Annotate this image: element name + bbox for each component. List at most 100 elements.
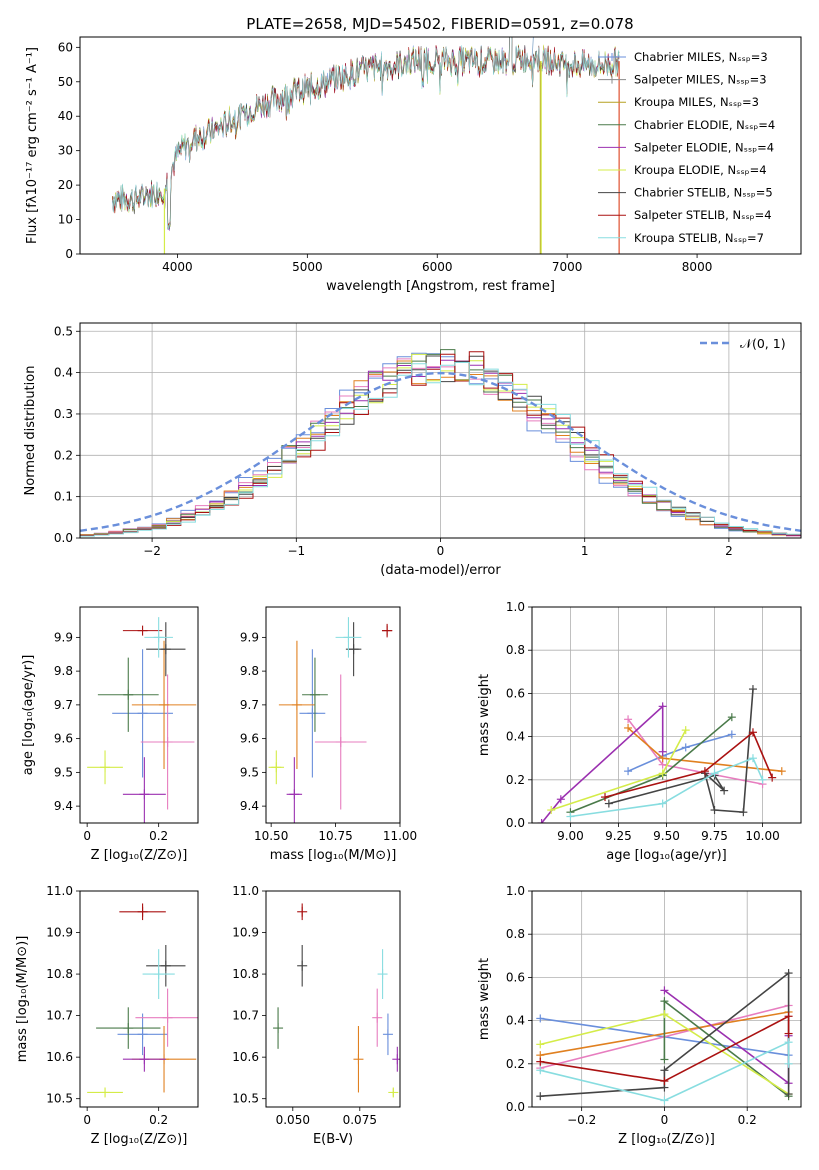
x-axis-label: mass [log₁₀(M/M⊙)] bbox=[270, 848, 397, 863]
x-axis-label: Z [log₁₀(Z/Z⊙)] bbox=[91, 848, 188, 863]
y-tick-label: 0.6 bbox=[506, 970, 525, 984]
x-tick-label: 9.00 bbox=[557, 829, 584, 843]
plot-area bbox=[537, 685, 786, 823]
x-axis-label: Z [log₁₀(Z/Z⊙)] bbox=[618, 1132, 715, 1147]
weight-line bbox=[604, 731, 773, 798]
x-tick-label: 6000 bbox=[422, 260, 453, 274]
x-tick-label: 4000 bbox=[162, 260, 193, 274]
weight-line bbox=[540, 1014, 790, 1082]
x-tick-label: −0.2 bbox=[567, 1113, 596, 1127]
legend-label: Salpeter MILES, Nₛₛₚ=3 bbox=[634, 73, 767, 87]
legend-label: Kroupa ELODIE, Nₛₛₚ=4 bbox=[634, 163, 767, 177]
normal-reference-curve bbox=[80, 371, 801, 532]
y-tick-label: 9.8 bbox=[54, 664, 73, 678]
y-tick-label: 11.0 bbox=[46, 884, 73, 898]
x-tick-label: 9.50 bbox=[653, 829, 680, 843]
legend-label: Kroupa STELIB, Nₛₛₚ=7 bbox=[634, 231, 764, 245]
plot-area bbox=[80, 323, 801, 538]
y-tick-label: 0.2 bbox=[506, 1057, 525, 1071]
residuals-panel: −2 −1 0 1 2 0.0 0.1 0.2 0.3 0.4 0.5 (data-model)/er… bbox=[23, 322, 802, 578]
x-axis-label: Z [log₁₀(Z/Z⊙)] bbox=[91, 1132, 188, 1147]
x-tick-label: 0.075 bbox=[343, 1113, 377, 1127]
weight-line bbox=[570, 716, 733, 813]
y-tick-label: 9.9 bbox=[240, 630, 259, 644]
x-tick-label: 7000 bbox=[552, 260, 583, 274]
legend-label: Chabrier STELIB, Nₛₛₚ=5 bbox=[634, 186, 773, 200]
x-tick-label: 0.2 bbox=[149, 1113, 168, 1127]
y-axis-label: Flux [fλ10⁻¹⁷ erg cm⁻² s⁻¹ A⁻¹] bbox=[25, 47, 40, 244]
y-tick-label: 10.9 bbox=[46, 926, 73, 940]
y-tick-label: 10.6 bbox=[232, 1050, 259, 1064]
y-tick-label: 0.3 bbox=[54, 407, 73, 421]
y-tick-label: 0.8 bbox=[506, 643, 525, 657]
axes-frame bbox=[531, 890, 802, 1108]
y-tick-label: 0.4 bbox=[506, 730, 525, 744]
y-tick-label: 9.8 bbox=[240, 664, 259, 678]
spectrum-line bbox=[112, 37, 620, 231]
y-tick-label: 10.6 bbox=[46, 1050, 73, 1064]
y-tick-label: 0.2 bbox=[54, 448, 73, 462]
x-tick-label: 11.00 bbox=[383, 829, 417, 843]
x-axis-label: E(B-V) bbox=[313, 1132, 353, 1147]
legend-label: Salpeter ELODIE, Nₛₛₚ=4 bbox=[634, 140, 774, 154]
y-tick-label: 20 bbox=[58, 178, 73, 192]
mass-vs-ebv-panel: 0.050 0.075 10.5 10.6 10.7 10.8 10.9 11.0 E(B-V) bbox=[232, 884, 401, 1147]
y-tick-label: 10.7 bbox=[232, 1009, 259, 1023]
x-tick-label: −2 bbox=[143, 544, 161, 558]
x-tick-label: 8000 bbox=[682, 260, 713, 274]
y-tick-label: 0.4 bbox=[54, 366, 73, 380]
y-tick-label: 10.8 bbox=[232, 967, 259, 981]
y-tick-label: 9.7 bbox=[240, 698, 259, 712]
y-tick-label: 60 bbox=[58, 40, 73, 54]
y-tick-label: 0.0 bbox=[506, 1100, 525, 1114]
y-tick-label: 9.6 bbox=[240, 732, 259, 746]
y-tick-label: 0.1 bbox=[54, 490, 73, 504]
x-tick-label: 0.2 bbox=[149, 829, 168, 843]
x-tick-label: 10.75 bbox=[318, 829, 352, 843]
plot-area bbox=[87, 903, 198, 1098]
y-tick-label: 0.0 bbox=[506, 816, 525, 830]
axes-frame bbox=[79, 36, 802, 255]
y-tick-label: 10.5 bbox=[46, 1092, 73, 1106]
plot-area bbox=[268, 617, 393, 823]
y-tick-label: 0.8 bbox=[506, 927, 525, 941]
legend-label: Chabrier MILES, Nₛₛₚ=3 bbox=[634, 50, 768, 64]
legend-label: 𝒩(0, 1) bbox=[740, 336, 786, 351]
y-tick-label: 1.0 bbox=[506, 884, 525, 898]
figure-title: PLATE=2658, MJD=54502, FIBERID=0591, z=0… bbox=[246, 15, 633, 33]
axes-frame bbox=[79, 606, 199, 824]
cutoff-line bbox=[531, 37, 534, 58]
y-tick-label: 9.4 bbox=[240, 799, 259, 813]
age-vs-z-panel: 0 0.2 9.4 9.5 9.6 9.7 9.8 9.9 Z [log₁₀(Z/Z⊙)] age… bbox=[21, 606, 199, 863]
x-tick-label: 0 bbox=[437, 544, 445, 558]
weight-line bbox=[663, 989, 790, 1085]
x-tick-label: 2 bbox=[725, 544, 733, 558]
x-tick-label: 0 bbox=[83, 829, 91, 843]
y-tick-label: 9.5 bbox=[240, 765, 259, 779]
x-tick-label: 0.050 bbox=[276, 1113, 310, 1127]
x-tick-label: 1 bbox=[581, 544, 589, 558]
y-axis-label: Normed distribution bbox=[23, 366, 38, 496]
y-tick-label: 10.8 bbox=[46, 967, 73, 981]
x-tick-label: 0.2 bbox=[738, 1113, 757, 1127]
x-tick-label: 0 bbox=[661, 1113, 669, 1127]
legend-label: Kroupa MILES, Nₛₛₚ=3 bbox=[634, 95, 759, 109]
x-tick-label: 9.75 bbox=[701, 829, 728, 843]
y-tick-label: 0.5 bbox=[54, 324, 73, 338]
x-tick-label: 9.25 bbox=[605, 829, 632, 843]
legend-label: Chabrier ELODIE, Nₛₛₚ=4 bbox=[634, 118, 775, 132]
x-tick-label: −1 bbox=[287, 544, 305, 558]
plot-area bbox=[87, 617, 197, 823]
y-axis-label: mass weight bbox=[477, 674, 492, 756]
y-tick-label: 10.5 bbox=[232, 1092, 259, 1106]
weights-vs-z-panel: −0.2 0 0.2 0.0 0.2 0.4 0.6 0.8 1.0 Z [log₁₀(Z/Z⊙)… bbox=[477, 884, 802, 1147]
y-tick-label: 10.7 bbox=[46, 1009, 73, 1023]
y-tick-label: 0.6 bbox=[506, 686, 525, 700]
age-vs-mass-panel: 10.50 10.75 11.00 9.4 9.5 9.6 9.7 9.8 9.9 mass [l… bbox=[240, 606, 417, 863]
x-axis-label: wavelength [Angstrom, rest frame] bbox=[326, 279, 555, 294]
y-tick-label: 40 bbox=[58, 109, 73, 123]
x-axis-label: age [log₁₀(age/yr)] bbox=[606, 848, 727, 863]
y-tick-label: 9.4 bbox=[54, 799, 73, 813]
plot-area bbox=[273, 903, 400, 1098]
